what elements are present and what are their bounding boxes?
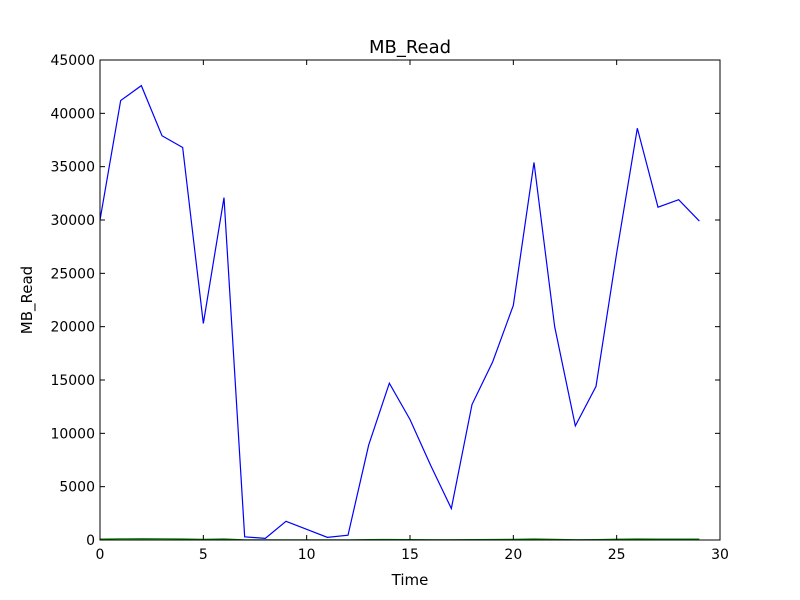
y-tick-label: 25000 [50, 266, 95, 282]
y-axis-label: MB_Read [18, 266, 37, 334]
x-axis-label: Time [391, 571, 429, 589]
x-tick-label: 30 [711, 547, 729, 563]
x-tick-label: 10 [298, 547, 316, 563]
y-tick-label: 30000 [50, 213, 95, 229]
series-line-1 [99, 84, 700, 540]
y-tick-label: 40000 [50, 106, 95, 122]
y-tick-label: 0 [86, 533, 95, 549]
x-tick-label: 5 [199, 547, 208, 563]
axis-ticks: 0 5 10 15 20 25 30 0 5000 10000 15000 20000 25000 300… [50, 53, 728, 563]
y-tick-label: 45000 [50, 53, 95, 69]
y-tick-label: 10000 [50, 426, 95, 442]
y-tick-label: 35000 [50, 160, 95, 176]
x-tick-label: 25 [608, 547, 626, 563]
series-layer [99, 84, 700, 541]
chart-title: MB_Read [369, 37, 451, 58]
x-tick-label: 0 [96, 547, 105, 563]
x-tick-label: 15 [401, 547, 419, 563]
x-tick-label: 20 [504, 547, 522, 563]
y-tick-label: 5000 [59, 480, 95, 496]
y-tick-label: 20000 [50, 320, 95, 336]
plot-frame [99, 59, 721, 541]
y-tick-label: 15000 [50, 373, 95, 389]
